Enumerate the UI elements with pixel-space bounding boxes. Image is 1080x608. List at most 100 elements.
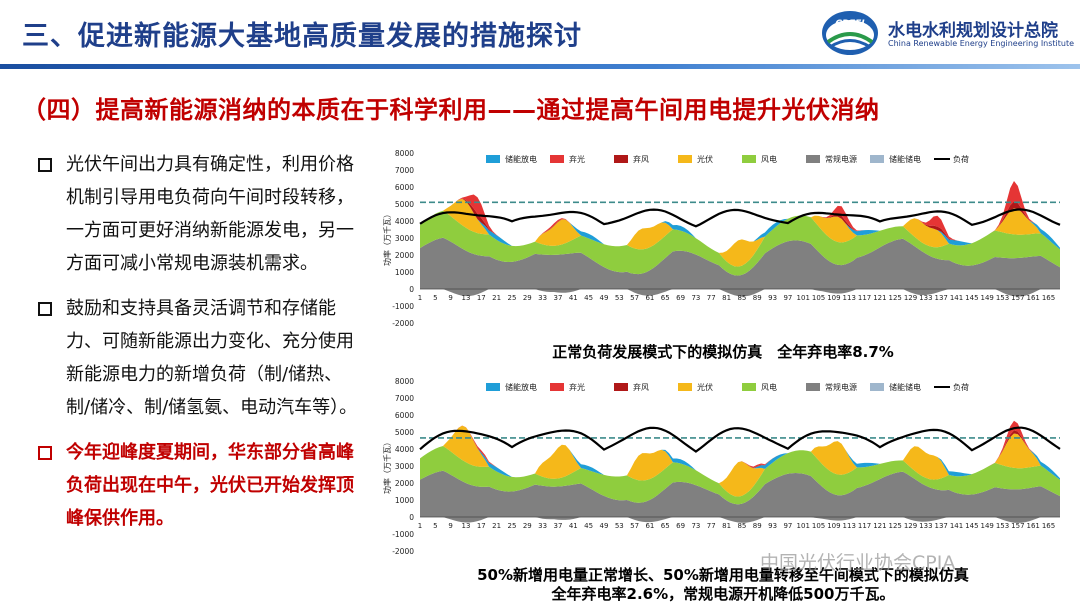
x-tick-label: 97 xyxy=(783,294,792,302)
x-tick-label: 81 xyxy=(722,294,731,302)
x-tick-label: 109 xyxy=(827,522,840,530)
x-tick-label: 53 xyxy=(615,522,624,530)
x-tick-label: 157 xyxy=(1011,522,1024,530)
x-tick-label: 165 xyxy=(1042,522,1055,530)
chart-caption-line1: 50%新增用电量正常增长、50%新增用电量转移至午间模式下的模拟仿真 xyxy=(477,566,969,584)
x-tick-label: 61 xyxy=(645,522,654,530)
x-tick-label: 53 xyxy=(615,294,624,302)
x-tick-label: 129 xyxy=(904,294,917,302)
x-tick-label: 9 xyxy=(448,522,452,530)
x-tick-label: 161 xyxy=(1026,522,1039,530)
x-tick-label: 101 xyxy=(797,522,810,530)
y-tick-label: 5000 xyxy=(395,200,414,209)
y-tick-label: 8000 xyxy=(395,377,414,386)
legend-swatch xyxy=(678,383,692,391)
x-tick-label: 93 xyxy=(768,294,777,302)
legend-label: 储能储电 xyxy=(889,382,921,392)
series-area-conventional xyxy=(420,470,1060,517)
x-tick-label: 149 xyxy=(980,522,993,530)
series-area-conventional xyxy=(420,517,1060,523)
x-tick-label: 89 xyxy=(753,294,762,302)
x-tick-label: 5 xyxy=(433,522,437,530)
legend-swatch xyxy=(806,383,820,391)
x-tick-label: 69 xyxy=(676,294,685,302)
y-tick-label: 1000 xyxy=(395,496,414,505)
institute-name: 水电水利规划设计总院 xyxy=(888,21,1058,41)
x-tick-label: 1 xyxy=(418,522,422,530)
y-tick-label: 5000 xyxy=(395,428,414,437)
y-tick-label: 4000 xyxy=(395,445,414,454)
y-tick-label: 0 xyxy=(409,285,414,294)
checkbox-square-icon xyxy=(38,302,52,316)
x-tick-label: 45 xyxy=(584,294,593,302)
legend-label: 负荷 xyxy=(953,154,969,164)
x-tick-label: 5 xyxy=(433,294,437,302)
y-tick-label: 8000 xyxy=(395,149,414,158)
x-tick-label: 137 xyxy=(935,522,948,530)
y-axis-label: 功率（万千瓦） xyxy=(382,210,392,266)
legend-swatch xyxy=(742,383,756,391)
legend-label: 光伏 xyxy=(697,154,713,164)
y-tick-label: 7000 xyxy=(395,166,414,175)
x-tick-label: 145 xyxy=(965,522,978,530)
section-subtitle: （四）提高新能源消纳的本质在于科学利用——通过提高午间用电提升光伏消纳 xyxy=(22,96,880,124)
x-tick-label: 149 xyxy=(980,294,993,302)
x-tick-label: 141 xyxy=(950,294,963,302)
bullet-item: 光伏午间出力具有确定性，利用价格机制引导用电负荷向午间时段转移，一方面可更好消纳… xyxy=(36,148,366,280)
x-tick-label: 21 xyxy=(492,294,501,302)
legend-swatch xyxy=(614,155,628,163)
x-tick-label: 121 xyxy=(873,294,886,302)
x-tick-label: 153 xyxy=(996,522,1009,530)
x-tick-label: 57 xyxy=(630,294,639,302)
bullet-item-highlight: 今年迎峰度夏期间，华东部分省高峰负荷出现在中午，光伏已开始发挥顶峰保供作用。 xyxy=(36,436,366,535)
y-axis-label: 功率（万千瓦） xyxy=(382,438,392,494)
x-tick-label: 65 xyxy=(661,294,670,302)
x-tick-label: 133 xyxy=(919,522,932,530)
x-tick-label: 41 xyxy=(569,522,578,530)
legend-swatch xyxy=(486,155,500,163)
logo-emblem-text: CREEI xyxy=(835,19,865,29)
x-tick-label: 153 xyxy=(996,294,1009,302)
x-tick-label: 17 xyxy=(477,294,486,302)
x-tick-label: 41 xyxy=(569,294,578,302)
y-tick-label: 7000 xyxy=(395,394,414,403)
series-area-conventional xyxy=(420,237,1060,289)
y-tick-label: 4000 xyxy=(395,217,414,226)
bullet-list: 光伏午间出力具有确定性，利用价格机制引导用电负荷向午间时段转移，一方面可更好消纳… xyxy=(36,148,366,535)
y-tick-label: 3000 xyxy=(395,234,414,243)
y-tick-label: 3000 xyxy=(395,462,414,471)
simulation-chart-shifted: -2000 -1000 0 1000 2000 3000 4000 5000 6000 7000 8… xyxy=(382,377,1061,556)
series-line-load xyxy=(419,208,1061,228)
slide-title: 三、促进新能源大基地高质量发展的措施探讨 xyxy=(22,21,582,52)
watermark: 中国光伏行业协会CPIA xyxy=(760,552,956,574)
series-area-solar xyxy=(420,198,1060,267)
x-tick-label: 81 xyxy=(722,522,731,530)
legend-label: 负荷 xyxy=(953,382,969,392)
x-tick-label: 69 xyxy=(676,522,685,530)
checkbox-square-icon xyxy=(38,446,52,460)
bullet-text: 鼓励和支持具备灵活调节和存储能力、可随新能源出力变化、充分使用新能源电力的新增负… xyxy=(66,298,358,418)
series-area-wind xyxy=(420,446,1060,505)
legend-label: 弃风 xyxy=(633,154,649,164)
y-tick-label: 6000 xyxy=(395,183,414,192)
x-tick-label: 33 xyxy=(538,294,547,302)
x-tick-label: 57 xyxy=(630,522,639,530)
legend-swatch xyxy=(870,155,884,163)
legend-label: 风电 xyxy=(761,154,777,164)
y-tick-label: -1000 xyxy=(392,530,414,539)
chart-caption: 正常负荷发展模式下的模拟仿真 全年弃电率8.7% xyxy=(552,343,894,361)
x-tick-label: 33 xyxy=(538,522,547,530)
x-tick-label: 105 xyxy=(812,522,825,530)
logo-emblem-icon: CREEI xyxy=(822,11,878,55)
x-tick-label: 89 xyxy=(753,522,762,530)
x-tick-label: 113 xyxy=(843,294,856,302)
y-tick-label: 2000 xyxy=(395,479,414,488)
x-tick-label: 29 xyxy=(523,294,532,302)
checkbox-square-icon xyxy=(38,158,52,172)
x-tick-label: 165 xyxy=(1042,294,1055,302)
x-tick-label: 37 xyxy=(554,294,563,302)
legend-label: 储能放电 xyxy=(505,382,537,392)
x-tick-label: 25 xyxy=(508,294,517,302)
series-area-solar xyxy=(420,425,1060,497)
x-tick-label: 77 xyxy=(707,522,716,530)
